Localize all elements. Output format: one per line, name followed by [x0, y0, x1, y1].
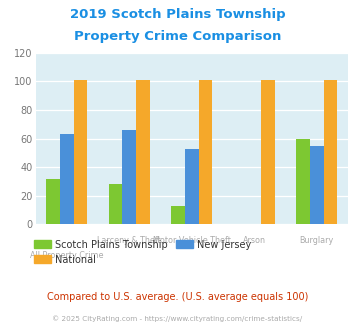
- Bar: [171, 206, 185, 224]
- Bar: [73, 80, 87, 224]
- Bar: [109, 184, 122, 224]
- Bar: [122, 130, 136, 224]
- Text: Arson: Arson: [243, 236, 266, 246]
- Bar: [261, 80, 275, 224]
- Text: © 2025 CityRating.com - https://www.cityrating.com/crime-statistics/: © 2025 CityRating.com - https://www.city…: [53, 315, 302, 322]
- Bar: [310, 146, 323, 224]
- Text: Property Crime Comparison: Property Crime Comparison: [74, 30, 281, 43]
- Bar: [198, 80, 212, 224]
- Text: Burglary: Burglary: [300, 236, 334, 246]
- Text: Larceny & Theft: Larceny & Theft: [97, 236, 161, 246]
- Legend: Scotch Plains Township, National, New Jersey: Scotch Plains Township, National, New Je…: [30, 236, 255, 269]
- Bar: [296, 139, 310, 224]
- Bar: [323, 80, 337, 224]
- Bar: [60, 134, 73, 224]
- Text: Motor Vehicle Theft: Motor Vehicle Theft: [153, 236, 231, 246]
- Bar: [185, 148, 198, 224]
- Bar: [46, 179, 60, 224]
- Text: Compared to U.S. average. (U.S. average equals 100): Compared to U.S. average. (U.S. average …: [47, 292, 308, 302]
- Text: All Property Crime: All Property Crime: [30, 251, 104, 260]
- Text: 2019 Scotch Plains Township: 2019 Scotch Plains Township: [70, 8, 285, 21]
- Bar: [136, 80, 150, 224]
